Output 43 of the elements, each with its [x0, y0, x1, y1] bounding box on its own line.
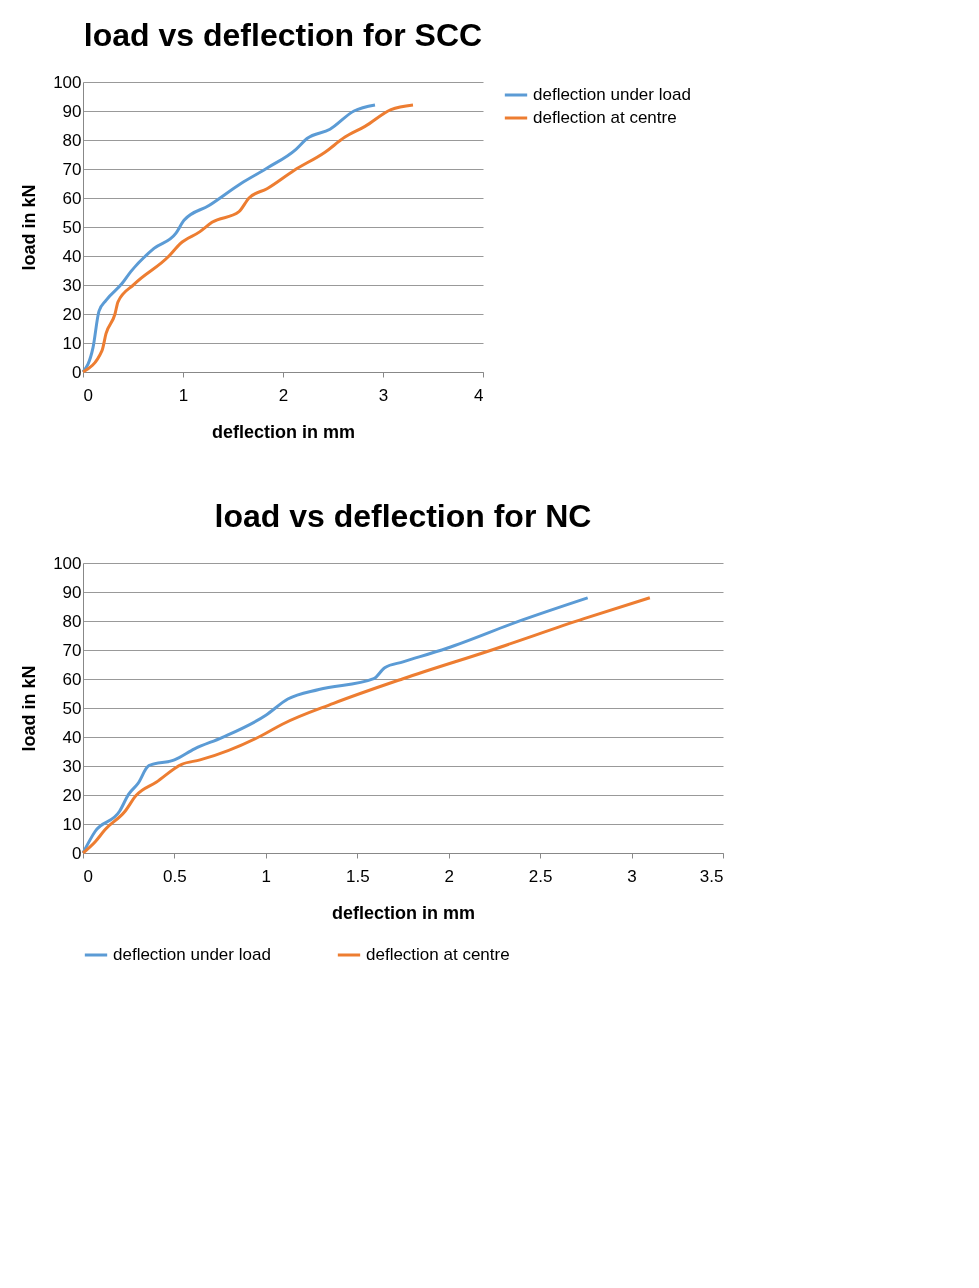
x-axis-title: deflection in mm: [331, 902, 476, 923]
y-tick-label: 30: [62, 275, 82, 295]
y-tick-label: 10: [62, 814, 82, 834]
y-tick-label: 0: [72, 362, 82, 382]
y-tick-label: 60: [62, 188, 82, 208]
y-tick-label: 70: [62, 159, 82, 179]
chart-title: load vs deflection for SCC: [83, 17, 483, 53]
x-axis-title: deflection in mm: [211, 421, 356, 442]
y-tick-label: 40: [62, 246, 82, 266]
x-tick-label: 3.5: [699, 866, 724, 886]
legend-label: deflection at centre: [366, 945, 510, 964]
y-tick-label: 50: [62, 698, 82, 718]
x-tick-label: 4: [474, 385, 484, 405]
y-tick-label: 20: [62, 304, 82, 324]
y-tick-label: 20: [62, 785, 82, 805]
y-tick-label: 100: [53, 72, 82, 92]
y-tick-label: 80: [62, 611, 82, 631]
y-tick-label: 40: [62, 727, 82, 747]
y-tick-label: 10: [62, 333, 82, 353]
x-tick-label: 2: [278, 385, 289, 405]
y-tick-label: 60: [62, 669, 82, 689]
legend-label: deflection under load: [533, 85, 691, 104]
legend-label: deflection at centre: [533, 108, 677, 127]
legend-label: deflection under load: [113, 945, 271, 964]
y-tick-label: 100: [53, 553, 82, 573]
y-tick-label: 90: [62, 582, 82, 602]
y-axis-title: load in kN: [19, 665, 40, 752]
x-tick-label: 1: [261, 866, 272, 886]
x-tick-label: 1: [178, 385, 189, 405]
y-tick-label: 90: [62, 101, 82, 121]
y-tick-label: 70: [62, 640, 82, 660]
y-tick-label: 80: [62, 130, 82, 150]
y-tick-label: 0: [72, 843, 82, 863]
x-tick-label: 3: [378, 385, 389, 405]
x-tick-label: 3: [627, 866, 637, 886]
y-tick-label: 30: [62, 756, 82, 776]
y-tick-label: 50: [62, 217, 82, 237]
x-tick-label: 0.5: [163, 866, 187, 886]
x-tick-label: 1.5: [345, 866, 370, 886]
chart-title: load vs deflection for NC: [214, 498, 592, 534]
y-axis-title: load in kN: [19, 184, 40, 271]
x-tick-label: 2.5: [528, 866, 553, 886]
x-tick-label: 2: [444, 866, 454, 886]
